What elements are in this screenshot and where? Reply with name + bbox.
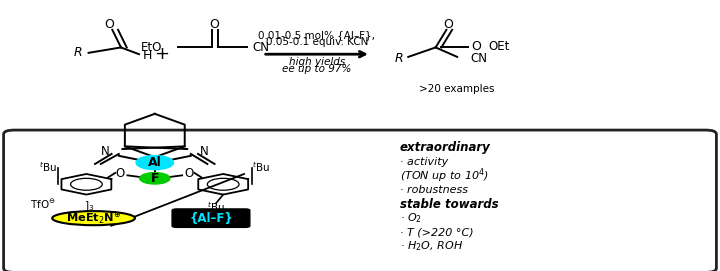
Circle shape (136, 156, 174, 170)
Text: stable towards: stable towards (400, 198, 498, 211)
Text: R: R (73, 46, 82, 59)
Text: F: F (150, 172, 159, 185)
Text: · H$_2$O, ROH: · H$_2$O, ROH (400, 240, 463, 253)
Text: $^t$Bu: $^t$Bu (40, 160, 57, 173)
FancyBboxPatch shape (172, 209, 250, 227)
Text: R: R (395, 52, 403, 65)
Text: O: O (444, 18, 454, 31)
Text: O: O (104, 18, 114, 31)
Text: TfO$^{\ominus}$: TfO$^{\ominus}$ (30, 198, 56, 211)
Text: · robustness: · robustness (400, 185, 467, 195)
Text: $^t$Bu: $^t$Bu (207, 201, 225, 214)
Text: O: O (116, 167, 125, 180)
Text: H: H (143, 49, 153, 62)
Ellipse shape (53, 211, 135, 225)
Text: Al: Al (148, 156, 162, 169)
Text: · activity: · activity (400, 157, 448, 167)
Text: O: O (472, 40, 482, 53)
Text: N: N (101, 145, 109, 158)
Text: CN: CN (253, 41, 270, 54)
Text: CN: CN (470, 52, 487, 65)
Text: >20 examples: >20 examples (420, 85, 495, 94)
FancyBboxPatch shape (4, 130, 716, 271)
Text: 0.01-0.5 mol% {Al–F},: 0.01-0.5 mol% {Al–F}, (258, 30, 375, 40)
Text: N: N (200, 145, 209, 158)
Text: (TON up to 10$^4$): (TON up to 10$^4$) (400, 167, 488, 185)
Text: EtO: EtO (140, 41, 162, 54)
Text: extraordinary: extraordinary (400, 141, 490, 154)
Text: MeEt$_2$N$^{\oplus}$: MeEt$_2$N$^{\oplus}$ (66, 211, 121, 226)
Text: ee up to 97%: ee up to 97% (282, 64, 351, 74)
Text: OEt: OEt (488, 40, 510, 53)
Text: O: O (210, 18, 220, 31)
Text: +: + (155, 45, 169, 63)
Text: $^t$Bu: $^t$Bu (253, 160, 270, 173)
Text: · T (>220 °C): · T (>220 °C) (400, 227, 473, 237)
Text: · O$_2$: · O$_2$ (400, 211, 422, 225)
Text: high yields: high yields (289, 57, 345, 67)
Text: $]_3$: $]_3$ (84, 199, 94, 213)
Text: {Al–F}: {Al–F} (189, 212, 233, 225)
Circle shape (140, 173, 170, 184)
Text: 0.05-0.1 equiv. KCN: 0.05-0.1 equiv. KCN (266, 37, 368, 47)
Text: O: O (185, 167, 194, 180)
